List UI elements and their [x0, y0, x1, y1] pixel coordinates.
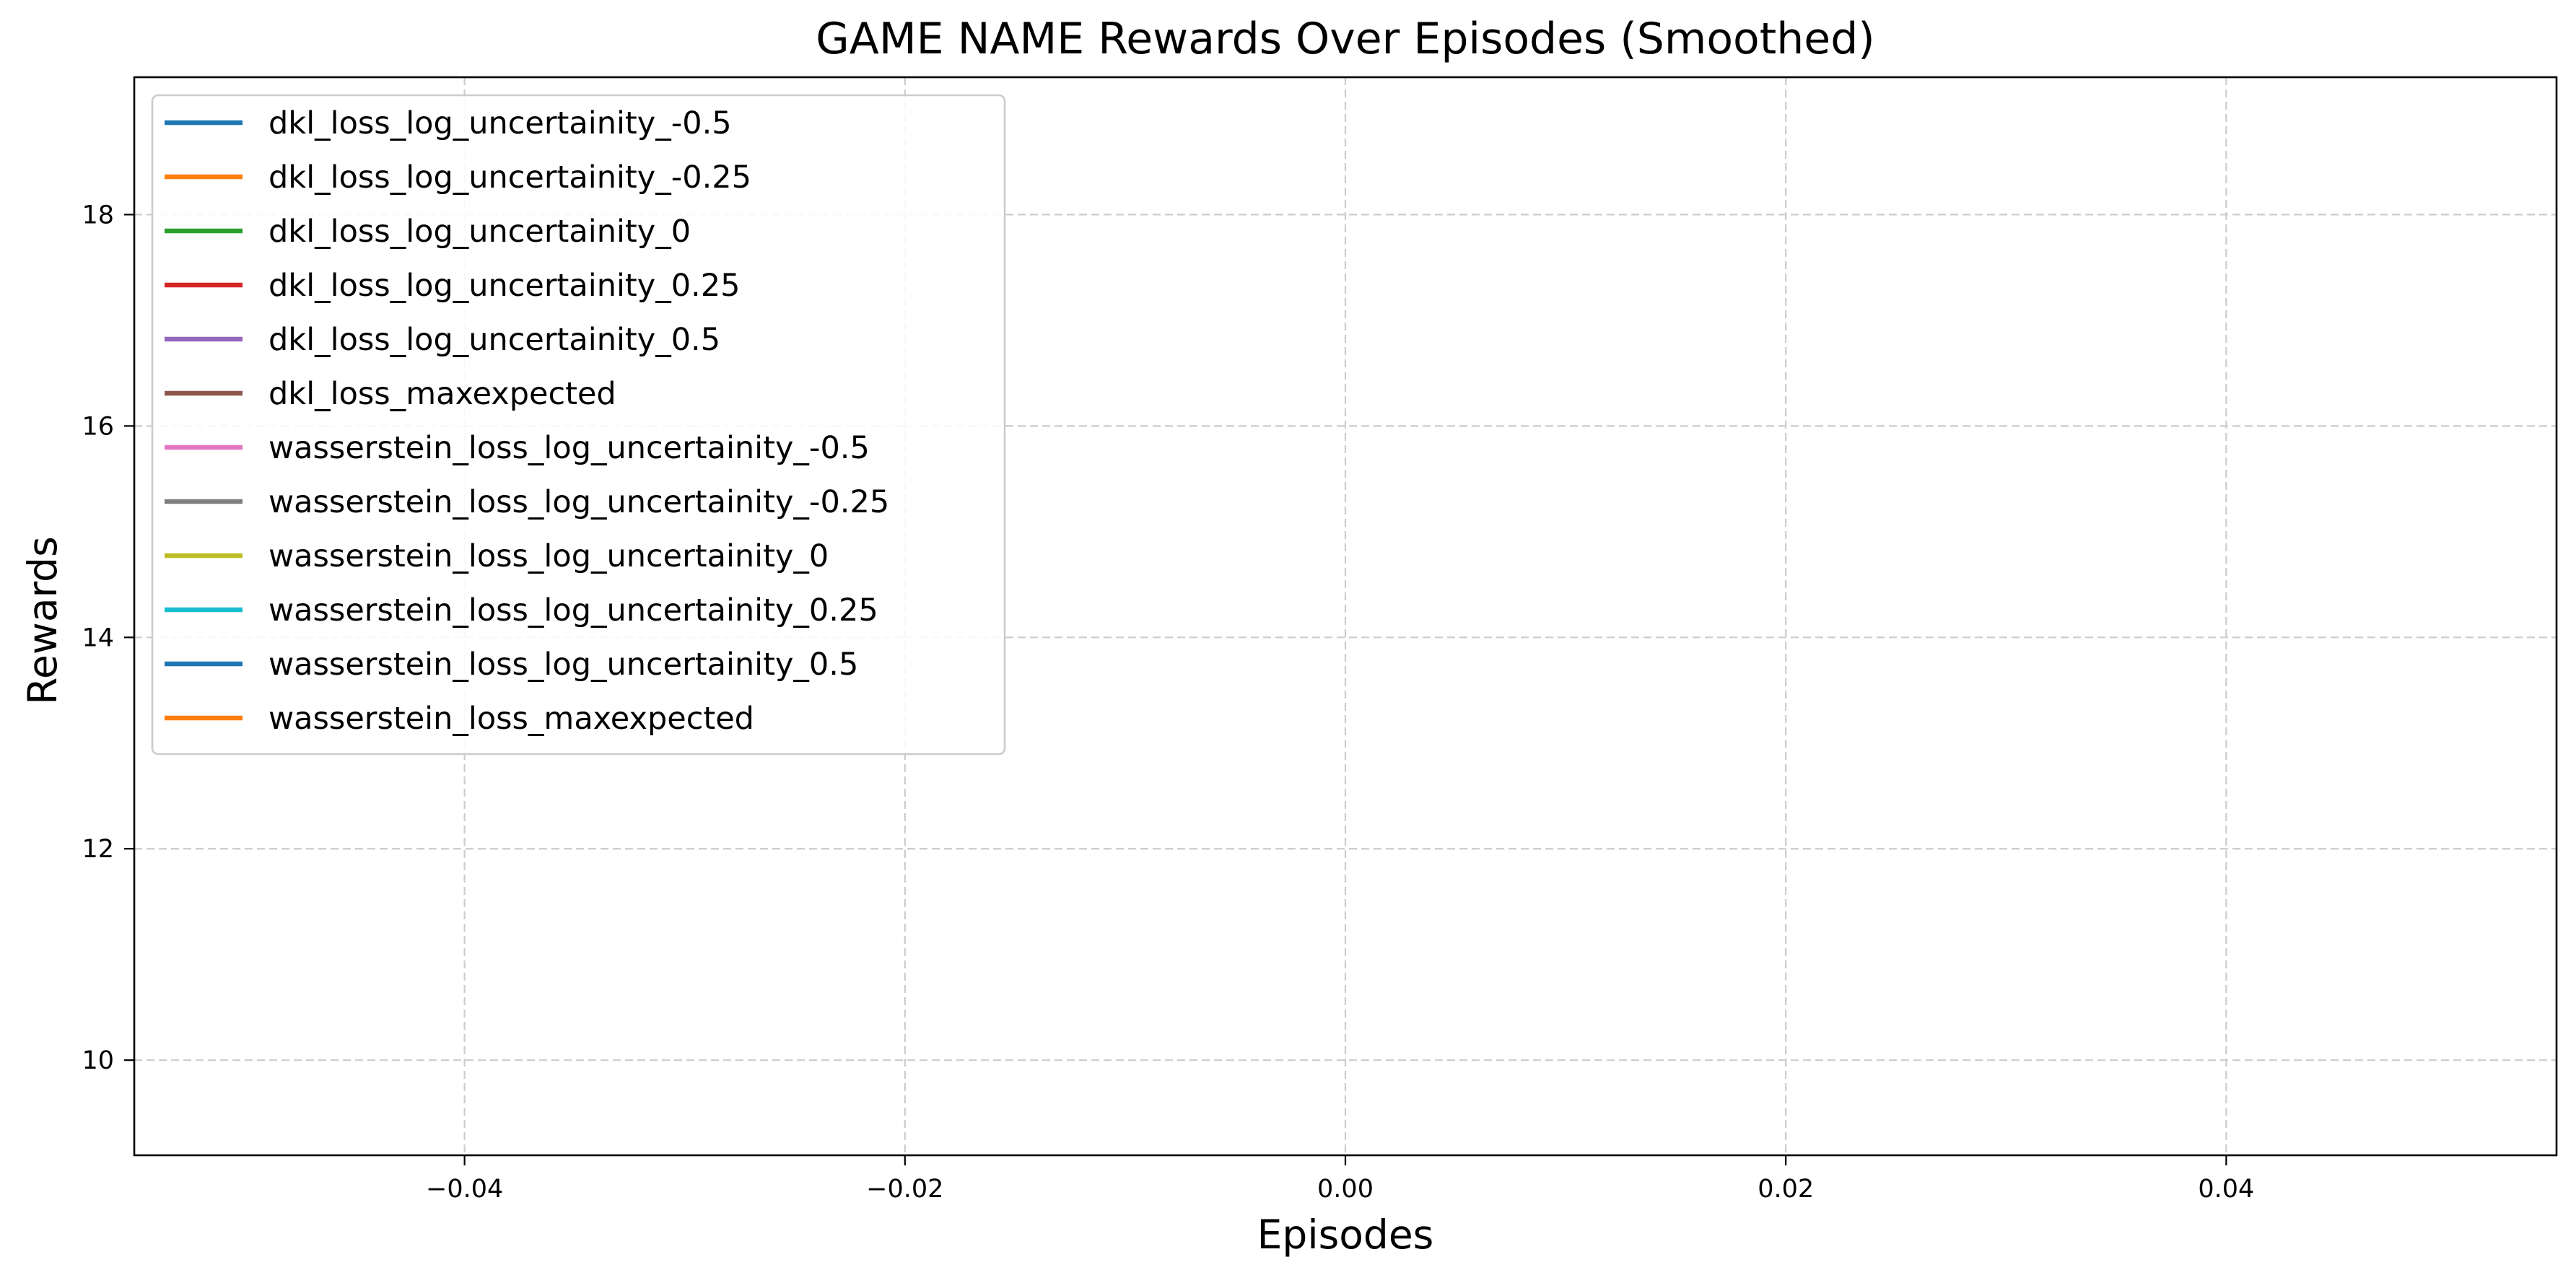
legend-box	[151, 94, 1006, 756]
legend-label: wasserstein_loss_log_uncertainity_-0.25	[268, 484, 889, 520]
y-tick-label: 12	[82, 835, 114, 864]
legend-label: dkl_loss_log_uncertainity_0.25	[268, 268, 740, 304]
legend-label: dkl_loss_maxexpected	[268, 376, 616, 412]
legend-label: wasserstein_loss_log_uncertainity_-0.5	[268, 430, 870, 466]
x-tick-label: −0.04	[426, 1175, 503, 1204]
legend-item: dkl_loss_log_uncertainity_0.5	[165, 322, 720, 358]
y-tick-label: 14	[82, 623, 114, 652]
legend-item: dkl_loss_log_uncertainity_-0.5	[165, 105, 732, 141]
legend-label: wasserstein_loss_log_uncertainity_0.25	[268, 592, 878, 629]
legend-item: dkl_loss_maxexpected	[165, 376, 616, 412]
x-tick-label: −0.02	[866, 1175, 943, 1204]
legend-item: dkl_loss_log_uncertainity_0.25	[165, 268, 740, 304]
legend-label: wasserstein_loss_maxexpected	[268, 701, 754, 737]
legend-label: dkl_loss_log_uncertainity_0	[268, 214, 691, 250]
x-axis-ticks: −0.04 −0.02 0.00 0.02 0.04	[426, 1155, 2254, 1204]
legend-label: wasserstein_loss_log_uncertainity_0.5	[268, 647, 858, 683]
legend-item: wasserstein_loss_log_uncertainity_0.5	[165, 647, 858, 683]
legend-item: dkl_loss_log_uncertainity_-0.25	[165, 159, 751, 196]
legend-item: wasserstein_loss_log_uncertainity_0.25	[165, 592, 878, 629]
x-tick-label: 0.02	[1758, 1175, 1814, 1204]
x-axis-label: Episodes	[1257, 1212, 1434, 1258]
legend-item: wasserstein_loss_maxexpected	[165, 701, 754, 737]
chart-title: GAME NAME Rewards Over Episodes (Smoothe…	[816, 14, 1874, 64]
x-tick-label: 0.00	[1317, 1175, 1374, 1204]
y-tick-label: 18	[82, 201, 114, 229]
legend-label: dkl_loss_log_uncertainity_0.5	[268, 322, 720, 358]
y-axis-label: Rewards	[19, 536, 66, 704]
legend-label: wasserstein_loss_log_uncertainity_0	[268, 538, 829, 574]
legend-label: dkl_loss_log_uncertainity_-0.5	[268, 105, 732, 141]
x-tick-label: 0.04	[2198, 1175, 2254, 1204]
legend-item: wasserstein_loss_log_uncertainity_-0.5	[165, 430, 870, 466]
plot-area-frame	[133, 76, 2558, 1157]
y-axis-ticks: 10 12 14 16 18	[82, 201, 134, 1075]
legend-entries: dkl_loss_log_uncertainity_-0.5 dkl_loss_l…	[165, 105, 889, 737]
legend-item: wasserstein_loss_log_uncertainity_-0.25	[165, 484, 889, 520]
legend: dkl_loss_log_uncertainity_-0.5 dkl_loss_l…	[151, 94, 1006, 756]
legend-item: dkl_loss_log_uncertainity_0	[165, 214, 691, 250]
y-tick-label: 10	[82, 1046, 114, 1075]
legend-item: wasserstein_loss_log_uncertainity_0	[165, 538, 829, 574]
legend-label: dkl_loss_log_uncertainity_-0.25	[268, 159, 751, 196]
y-tick-label: 16	[82, 412, 114, 441]
